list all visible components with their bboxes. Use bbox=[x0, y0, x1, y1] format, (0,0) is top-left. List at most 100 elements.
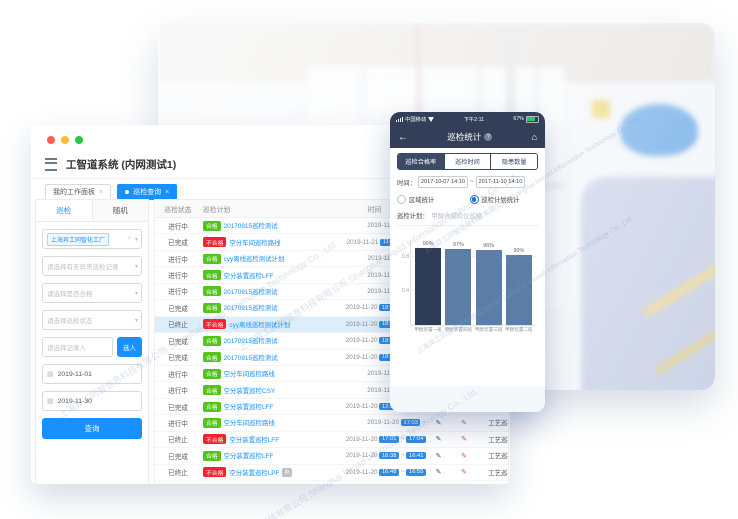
segmented-control: 巡检合格率 巡检时间 隐患数量 bbox=[397, 153, 538, 170]
edit-icon[interactable]: ✎ bbox=[435, 452, 442, 460]
header-cell-0: 巡检状态 bbox=[164, 206, 192, 214]
start-time-chip: 18:02 bbox=[379, 353, 399, 361]
search-button[interactable]: 查询 bbox=[42, 418, 142, 439]
status-cell: 进行中 bbox=[168, 388, 188, 396]
filter-select-1[interactable]: 请选择是否合格 ▾ bbox=[42, 283, 142, 303]
end-date-input[interactable]: ▦ 2019-11-30 bbox=[42, 391, 142, 411]
date-text: 2019-11-20 bbox=[367, 386, 399, 394]
radio-0[interactable]: 区域统计 bbox=[397, 195, 466, 204]
end-time-chip: 16:55 bbox=[406, 468, 426, 476]
bar-group: 96% 甲醇装置三班 bbox=[475, 240, 503, 332]
segment-2[interactable]: 隐患数量 bbox=[490, 154, 537, 169]
select-person-button[interactable]: 选人 bbox=[117, 337, 142, 357]
close-window-button[interactable] bbox=[47, 136, 55, 144]
edit-icon[interactable]: ✎ bbox=[435, 469, 442, 477]
plan-link[interactable]: cyy离线巡检测试计划 bbox=[229, 321, 291, 329]
plan-link[interactable]: 20170915巡检测试 bbox=[223, 288, 278, 296]
time-filter-row: 时间： 2017-10-07 14:10 ~ 2017-11-10 14:10 bbox=[397, 176, 538, 188]
time-from-input[interactable]: 2017-10-07 14:10 bbox=[417, 176, 469, 188]
radio-icon bbox=[397, 195, 406, 204]
clear-icon[interactable]: × bbox=[127, 236, 131, 242]
result-badge: 不合格 bbox=[203, 237, 227, 248]
chevron-down-icon: ▾ bbox=[134, 236, 138, 243]
tilde-text: ~ bbox=[400, 469, 405, 476]
plan-link[interactable]: 空分装置巡检LPF bbox=[229, 469, 280, 477]
type-cell: 工艺巡检 bbox=[488, 469, 508, 477]
maximize-window-button[interactable] bbox=[75, 136, 83, 144]
factory-select[interactable]: 上海异工同智化工厂 × ▾ bbox=[42, 229, 142, 249]
x-axis-label: 甲醇装置二班 bbox=[505, 327, 533, 332]
sidebar-tab-1[interactable]: 随机 bbox=[91, 200, 148, 221]
home-icon[interactable]: ⌂ bbox=[531, 132, 537, 142]
filter-sidebar: 巡检 随机 上海异工同智化工厂 × ▾ 请选择有无异常巡检记录 ▾ 请选择是否合格 ▾ 请… bbox=[35, 199, 149, 484]
bar bbox=[415, 247, 442, 325]
plan-link[interactable]: 20170915巡检测试 bbox=[223, 354, 278, 362]
plan-link[interactable]: 20170915巡检测试 bbox=[223, 223, 278, 231]
phone-screenshot: 中国移动 下午2:11 67% ← 巡检统计 ? ⌂ 巡检合格率 巡检时间 隐患数量… bbox=[390, 112, 545, 412]
radio-icon bbox=[469, 195, 479, 204]
filter-select-2[interactable]: 请选择巡检状态 ▾ bbox=[42, 310, 142, 330]
start-time-chip: 17:03 bbox=[400, 419, 421, 427]
segment-0[interactable]: 巡检合格率 bbox=[398, 154, 444, 169]
filter-select-0[interactable]: 请选择有无异常巡检记录 ▾ bbox=[42, 256, 142, 276]
plan-link[interactable]: 空分车间巡检路线 bbox=[229, 239, 281, 247]
factory-tag: 上海异工同智化工厂 bbox=[47, 232, 110, 246]
plan-cell: 合格 空分装置巡检LFF bbox=[201, 401, 321, 412]
plan-cell: 合格 空分装置巡检LFF bbox=[201, 270, 321, 281]
back-icon[interactable]: ← bbox=[398, 131, 408, 143]
help-icon[interactable]: ? bbox=[484, 133, 493, 141]
record-person-input[interactable]: 请选择记录人 bbox=[42, 337, 113, 357]
plan-link[interactable]: 空分装置巡检LFF bbox=[223, 404, 274, 412]
gridline: 0.4 bbox=[402, 288, 536, 294]
plan-value[interactable]: 甲醇合成岗位巡检 bbox=[431, 213, 482, 220]
plan-link[interactable]: 空分装置巡检LFF bbox=[223, 272, 274, 280]
plan-link[interactable]: 20170915巡检测试 bbox=[223, 338, 278, 346]
plan-cell: 合格 空分车间巡检路线 bbox=[201, 417, 321, 428]
plan-cell: 合格 20170915巡检测试 bbox=[201, 352, 321, 363]
sidebar-tab-0[interactable]: 巡检 bbox=[36, 200, 92, 221]
radio-label: 巡检计划统计 bbox=[481, 197, 520, 204]
plan-link[interactable]: 空分车间巡检路线 bbox=[223, 371, 275, 379]
plan-cell: 合格 空分装置巡检CSY bbox=[201, 385, 321, 396]
time-to-input[interactable]: 2017-11-10 14:10 bbox=[475, 176, 526, 188]
plan-link[interactable]: 空分车间巡检路线 bbox=[223, 420, 275, 428]
plan-link[interactable]: 空分装置巡检CSY bbox=[223, 387, 276, 395]
close-tab-icon[interactable]: × bbox=[165, 188, 170, 196]
tilde-text: ~ bbox=[400, 436, 405, 443]
close-tab-icon[interactable]: × bbox=[99, 188, 104, 196]
bar-value-label: 99% bbox=[422, 240, 434, 247]
status-cell: 已完成 bbox=[168, 240, 188, 248]
plan-cell: 不合格 空分车间巡检路线 bbox=[201, 237, 321, 248]
menu-icon[interactable] bbox=[45, 158, 57, 171]
plan-link[interactable]: 空分装置巡检LFF bbox=[223, 453, 274, 461]
result-badge: 合格 bbox=[203, 220, 221, 231]
edit-icon[interactable]: ✎ bbox=[435, 419, 442, 427]
type-cell: 工艺巡检 bbox=[488, 453, 508, 461]
select-placeholder: 请选择是否合格 bbox=[47, 291, 93, 298]
plan-link[interactable]: cyy离线巡检测试计划 bbox=[223, 256, 285, 264]
result-badge: 合格 bbox=[203, 286, 221, 297]
select-placeholder: 请选择巡检状态 bbox=[47, 318, 93, 325]
radio-1[interactable]: 巡检计划统计 bbox=[469, 195, 539, 204]
time-cell: 2019-11-20 17:01 ~17:04 bbox=[321, 435, 428, 443]
plan-cell: 合格 空分装置巡检LFF bbox=[201, 450, 321, 461]
segment-1[interactable]: 巡检时间 bbox=[443, 154, 491, 169]
table-row: 已完成 合格 空分装置巡检LFF 2019-11-20 16:38 ~16:41 ✎ ✎ 工艺巡… bbox=[155, 448, 508, 465]
page-tab-1[interactable]: 巡检查询 × bbox=[117, 184, 178, 200]
page-tab-0[interactable]: 我的工作面板 × bbox=[45, 184, 112, 200]
minimize-window-button[interactable] bbox=[61, 136, 69, 144]
comment-icon[interactable]: ✎ bbox=[461, 469, 467, 477]
battery-icon bbox=[525, 115, 539, 123]
plan-link[interactable]: 20170915巡检测试 bbox=[223, 305, 278, 313]
plan-link[interactable]: 空分装置巡检LFF bbox=[229, 436, 280, 444]
time-cell: 2019-11-20 17:03 ~ bbox=[321, 419, 428, 427]
date-text: 2019-11-20 bbox=[345, 468, 378, 476]
edit-icon[interactable]: ✎ bbox=[435, 436, 442, 444]
comment-icon[interactable]: ✎ bbox=[461, 452, 467, 460]
start-time-chip: 16:48 bbox=[379, 468, 399, 476]
comment-icon[interactable]: ✎ bbox=[461, 419, 467, 427]
start-date-input[interactable]: ▦ 2019-11-01 bbox=[42, 364, 142, 384]
comment-icon[interactable]: ✎ bbox=[461, 436, 467, 444]
start-time-chip: 11:53 bbox=[380, 238, 400, 246]
